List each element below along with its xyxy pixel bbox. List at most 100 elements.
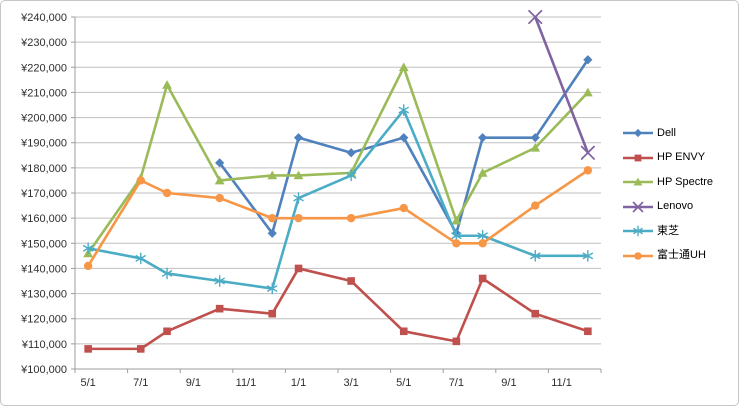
x-marker-icon [632,201,644,213]
series-line [86,65,590,255]
square-marker-icon [136,345,145,353]
circle-marker-icon [346,213,356,223]
series-line [86,267,590,351]
legend-item: 富士通UH [622,244,713,269]
x-axis-label: 7/1 [449,377,464,389]
circle-marker-icon [634,251,642,260]
y-axis-label: ¥230,000 [20,37,67,49]
x-axis-label: 11/1 [551,377,572,389]
triangle-marker-icon [293,170,304,180]
diamond-marker-icon [293,133,304,143]
legend-key [623,251,653,260]
legend-label: Dell [657,126,676,139]
y-axis-label: ¥160,000 [20,213,67,225]
triangle-marker-icon [267,170,278,180]
diamond-marker-icon [583,55,593,65]
y-axis-label: ¥110,000 [21,339,67,351]
legend-item: Dell [622,121,713,146]
asterisk-marker-icon [582,249,594,262]
square-marker-icon [399,327,408,336]
x-axis-label: 7/1 [133,377,148,389]
x-axis-label: 9/1 [186,377,201,389]
legend-item: Lenovo [622,195,713,220]
series-lenovo [528,9,595,160]
circle-marker-icon [531,201,540,210]
x-axis-label: 9/1 [501,377,516,389]
y-axis-label: ¥240,000 [20,12,67,24]
square-marker-icon [294,264,303,273]
circle-marker-icon [215,193,224,203]
square-marker-icon [478,274,487,283]
x-marker-icon [580,145,595,160]
circle-marker-icon [452,239,461,248]
y-axis-label: ¥120,000 [20,314,67,326]
legend-key [623,201,653,213]
diamond-marker-icon [633,129,643,138]
diamond-marker-icon [478,133,488,143]
asterisk-marker-icon [530,249,541,262]
asterisk-marker-icon [398,104,409,116]
series-hp-spectre [83,62,593,258]
circle-marker-icon [478,239,487,248]
legend-item: HP ENVY [622,146,713,171]
legend-key [623,154,653,162]
square-marker-icon [584,327,592,336]
y-axis-label: ¥200,000 [20,113,67,125]
triangle-marker-icon [451,215,462,225]
legend-item: 東芝 [622,219,713,244]
legend-key [623,177,653,186]
legend-key [623,129,653,138]
diamond-marker-icon [530,133,540,143]
circle-marker-icon [83,261,93,271]
asterisk-marker-icon [82,242,94,255]
square-marker-icon [634,154,642,162]
asterisk-marker-icon [135,252,146,265]
legend-item: HP Spectre [622,170,713,195]
x-axis-label: 3/1 [344,377,359,389]
y-axis-label: ¥130,000 [20,289,67,301]
triangle-marker-icon [633,177,643,186]
circle-marker-icon [136,176,145,185]
legend-key [623,225,653,237]
y-axis-label: ¥100,000 [20,364,67,376]
x-axis-label: 1/1 [291,377,306,389]
x-axis-label: 5/1 [396,377,411,389]
y-axis-label: ¥180,000 [20,163,67,175]
series-富士通uh [83,166,593,271]
triangle-marker-icon [477,168,488,177]
triangle-marker-icon [214,175,225,185]
circle-marker-icon [399,203,408,213]
asterisk-marker-icon [214,275,225,287]
diamond-marker-icon [346,148,356,158]
y-axis-label: ¥140,000 [20,263,67,275]
y-axis-label: ¥190,000 [20,138,67,150]
asterisk-marker-icon [345,169,357,182]
circle-marker-icon [268,213,277,223]
square-marker-icon [452,337,461,346]
asterisk-marker-icon [267,282,278,295]
circle-marker-icon [162,188,172,198]
x-axis-label: 11/1 [236,377,257,389]
triangle-marker-icon [398,62,409,72]
series-hp-envy [84,264,592,353]
y-axis-label: ¥210,000 [20,87,67,99]
y-axis-label: ¥170,000 [20,188,67,200]
diamond-marker-icon [267,228,277,238]
circle-marker-icon [294,213,303,223]
series-東芝 [82,104,594,295]
legend-label: HP Spectre [657,175,714,188]
legend-label: Lenovo [657,200,694,213]
y-axis-label: ¥220,000 [20,62,67,74]
circle-marker-icon [583,166,593,175]
legend-label: 富士通UH [657,249,706,262]
series-line [533,15,590,155]
triangle-marker-icon [162,80,172,89]
asterisk-marker-icon [161,267,173,280]
legend-label: 東芝 [657,224,679,237]
square-marker-icon [347,277,355,285]
diamond-marker-icon [215,158,225,168]
asterisk-marker-icon [293,192,304,204]
series-line [86,169,590,268]
square-marker-icon [215,304,224,313]
